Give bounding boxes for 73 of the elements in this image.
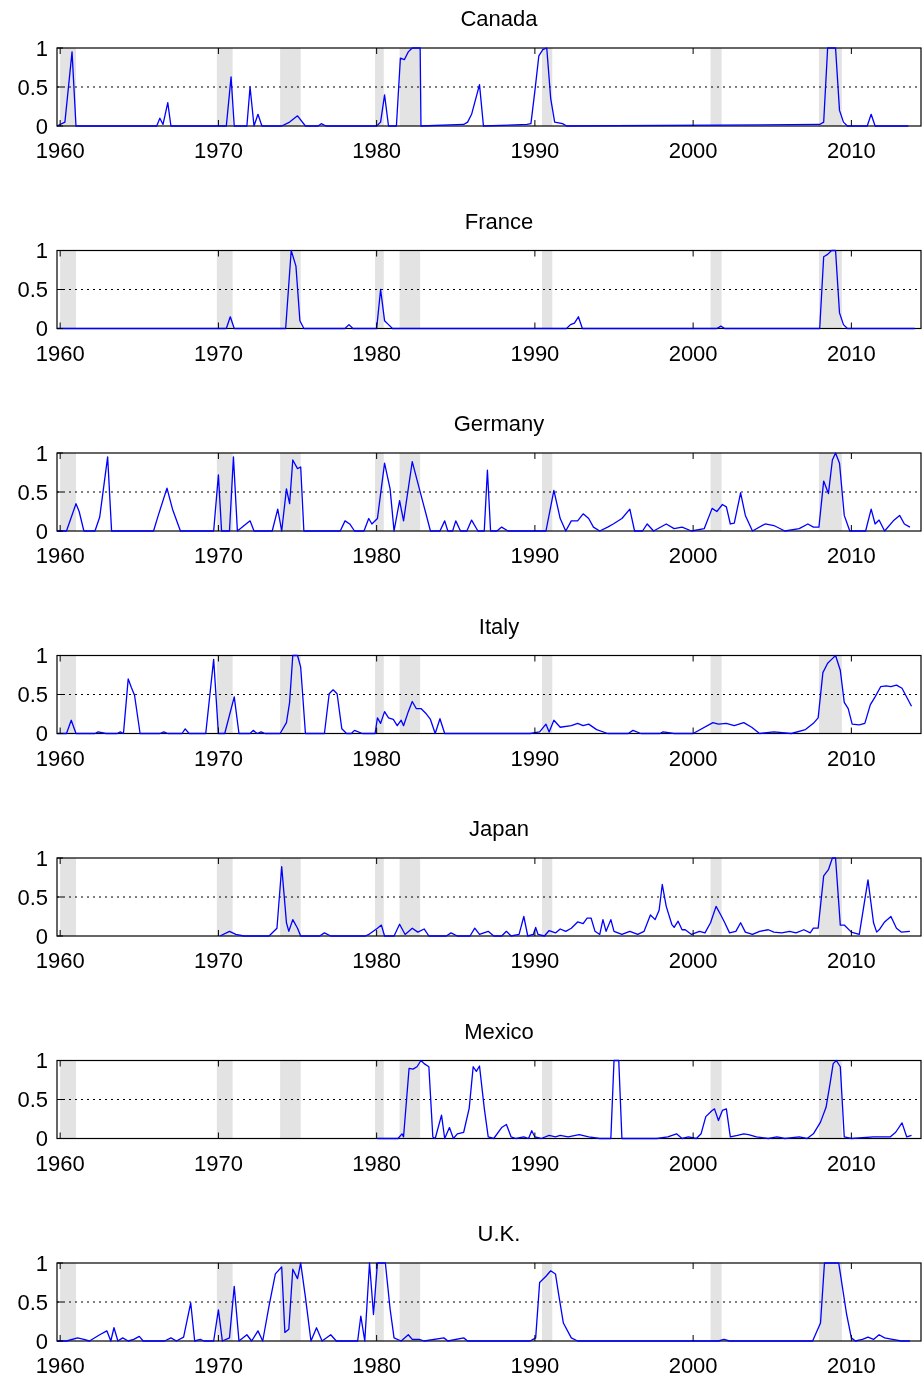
chart-title: Canada (460, 6, 539, 31)
x-tick-label: 1960 (35, 1150, 85, 1176)
x-tick-label: 1990 (510, 745, 560, 771)
x-tick-label: 1970 (193, 340, 243, 366)
y-tick-label: 1 (35, 643, 48, 669)
x-tick-label: 1970 (193, 1353, 243, 1378)
y-tick-label: 0.5 (17, 682, 48, 708)
line-series (56, 47, 909, 127)
y-tick-label: 1 (35, 845, 48, 871)
chart-title: Japan (469, 816, 529, 841)
x-tick-label: 1980 (352, 1353, 402, 1378)
x-tick-label: 2000 (668, 1150, 718, 1176)
y-tick-label: 1 (35, 238, 48, 264)
y-tick-label: 0 (35, 518, 48, 544)
x-tick-label: 2000 (668, 340, 718, 366)
x-tick-label: 1990 (510, 138, 560, 163)
chart-title: U.K. (477, 1221, 521, 1246)
x-tick-label: 1980 (352, 948, 402, 973)
x-tick-label: 1970 (193, 948, 243, 973)
x-tick-label: 1960 (35, 745, 85, 771)
x-tick-label: 1990 (510, 1150, 560, 1176)
x-tick-label: 1980 (352, 745, 402, 771)
x-tick-label: 2010 (826, 745, 876, 771)
x-tick-label: 1980 (352, 340, 402, 366)
line-series (219, 857, 911, 937)
x-tick-label: 1960 (35, 1353, 85, 1378)
x-tick-label: 1990 (510, 340, 560, 366)
y-tick-label: 1 (35, 440, 48, 466)
x-tick-label: 2010 (826, 543, 876, 568)
y-tick-label: 1 (35, 1048, 48, 1074)
x-tick-label: 1980 (352, 1150, 402, 1176)
y-tick-label: 0.5 (17, 479, 48, 505)
x-tick-label: 2010 (826, 138, 876, 163)
y-tick-label: 0.5 (17, 277, 48, 303)
y-tick-label: 0 (35, 316, 48, 342)
y-tick-label: 1 (35, 35, 48, 61)
x-tick-label: 1970 (193, 543, 243, 568)
y-tick-label: 0.5 (17, 884, 48, 910)
y-tick-label: 0.5 (17, 74, 48, 100)
x-tick-label: 1980 (352, 138, 402, 163)
x-tick-label: 1970 (193, 138, 243, 163)
x-tick-label: 2010 (826, 948, 876, 973)
chart-title: Italy (478, 613, 520, 639)
x-tick-label: 2000 (668, 138, 718, 163)
y-tick-label: 0 (35, 1126, 48, 1152)
x-tick-label: 1960 (35, 543, 85, 568)
y-tick-label: 0 (35, 113, 48, 139)
x-tick-label: 1970 (193, 745, 243, 771)
x-tick-label: 1960 (35, 340, 85, 366)
chart-title: Germany (453, 411, 545, 436)
x-tick-label: 1980 (352, 543, 402, 568)
y-tick-label: 0.5 (17, 1087, 48, 1113)
x-tick-label: 1960 (35, 948, 85, 973)
x-tick-label: 2000 (668, 1353, 718, 1378)
x-tick-label: 2010 (826, 1150, 876, 1176)
y-tick-label: 0 (35, 1328, 48, 1354)
x-tick-label: 1970 (193, 1150, 243, 1176)
x-tick-label: 1990 (510, 948, 560, 973)
x-tick-label: 2010 (826, 1353, 876, 1378)
y-tick-label: 0 (35, 721, 48, 747)
y-tick-label: 0.5 (17, 1289, 48, 1315)
x-tick-label: 2000 (668, 948, 718, 973)
y-tick-label: 0 (35, 923, 48, 949)
x-tick-label: 2000 (668, 543, 718, 568)
x-tick-label: 1960 (35, 138, 85, 163)
x-tick-label: 1990 (510, 1353, 560, 1378)
x-tick-label: 2000 (668, 745, 718, 771)
x-tick-label: 1990 (510, 543, 560, 568)
line-series (376, 1059, 913, 1140)
chart-title: France (464, 208, 534, 234)
x-tick-label: 2010 (826, 340, 876, 366)
y-tick-label: 1 (35, 1250, 48, 1276)
chart-title: Mexico (464, 1018, 534, 1044)
